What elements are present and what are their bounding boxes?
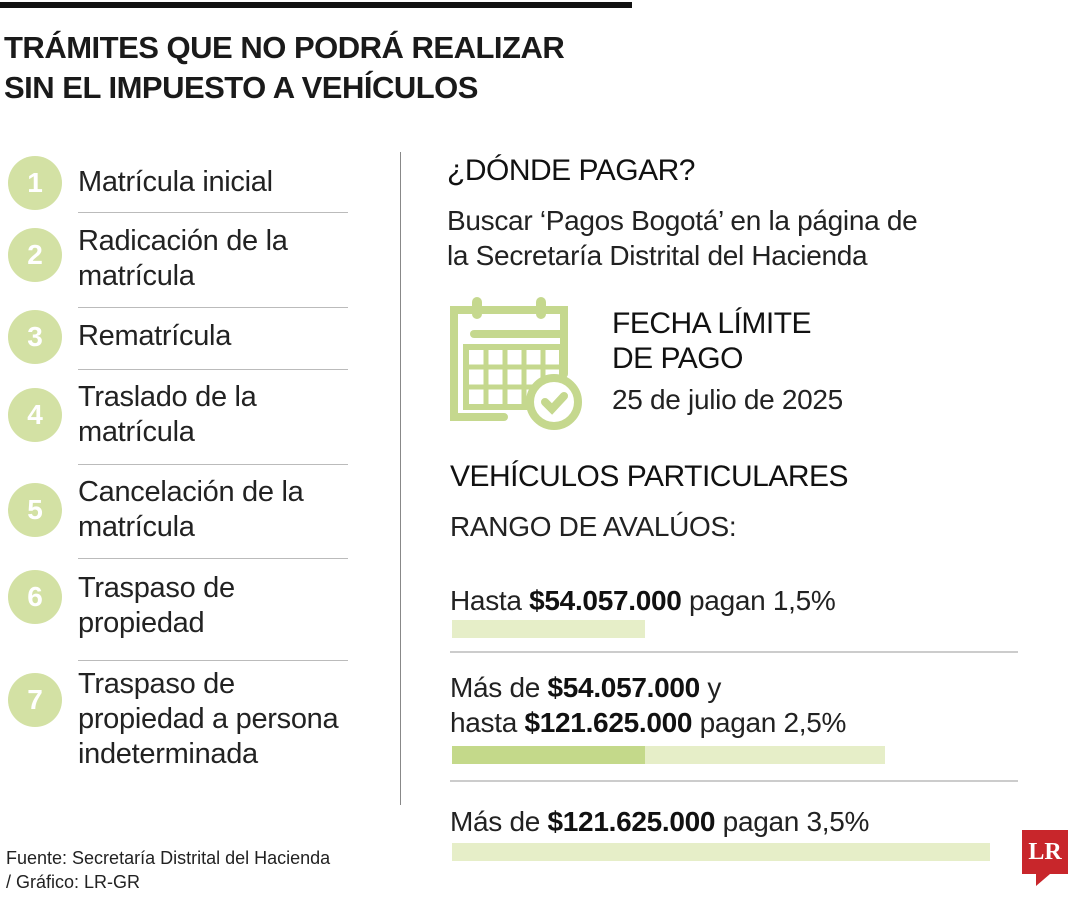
top-rule [0,2,632,8]
lr-logo: LR [1022,830,1068,886]
ranges-subheading: RANGO DE AVALÚOS: [450,511,737,542]
list-item: Traspaso de propiedad [78,572,235,639]
calendar-check-icon [450,297,582,430]
list-item: Cancelación de la matrícula [78,476,304,543]
range-3-bar [452,843,990,861]
number-badge: 2 [8,228,62,282]
divider [78,464,348,465]
number-badge: 4 [8,388,62,442]
divider [78,307,348,308]
range-2-text: Más de $54.057.000 y hasta $121.625.000 p… [450,672,847,738]
deadline-heading: FECHA LÍMITE DE PAGO [612,307,812,375]
title-line-2: SIN EL IMPUESTO A VEHÍCULOS [4,70,478,105]
divider [450,651,1018,653]
number-badge: 1 [8,156,62,210]
divider [78,660,348,661]
list-item: Radicación de la matrícula [78,225,288,292]
list-item: Traslado de la matrícula [78,381,257,448]
divider [78,212,348,213]
range-3-text: Más de $121.625.000 pagan 3,5% [450,806,870,837]
range-1-bar [452,620,645,638]
deadline-date: 25 de julio de 2025 [612,384,843,415]
list-item: Matrícula inicial [78,166,273,198]
divider [78,369,348,370]
where-heading: ¿DÓNDE PAGAR? [447,154,696,187]
number-badge: 3 [8,310,62,364]
source-note: Fuente: Secretaría Distrital del Haciend… [6,848,331,892]
range-2-bar-fill [452,746,645,764]
number-badge: 5 [8,483,62,537]
where-text: Buscar ‘Pagos Bogotá’ en la página de la … [447,205,918,271]
column-divider [400,152,401,805]
number-badge: 6 [8,570,62,624]
list-item: Rematrícula [78,320,232,352]
vehicles-heading: VEHÍCULOS PARTICULARES [450,460,849,493]
divider [450,780,1018,782]
range-1-text: Hasta $54.057.000 pagan 1,5% [450,585,836,616]
title-line-1: TRÁMITES QUE NO PODRÁ REALIZAR [4,30,565,65]
number-badge: 7 [8,673,62,727]
list-item: Traspaso de propiedad a persona indetermin… [78,668,339,770]
divider [78,558,348,559]
